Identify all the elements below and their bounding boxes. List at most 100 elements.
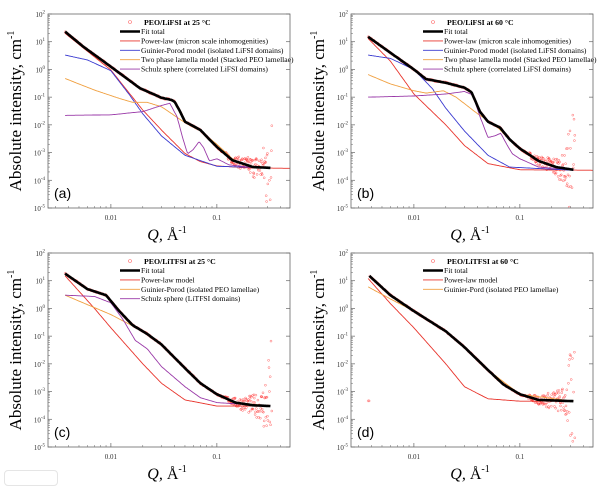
data-point	[560, 173, 563, 177]
data-point	[264, 416, 268, 419]
series-power	[367, 38, 593, 171]
data-point	[565, 388, 569, 392]
y-tick-label: 10-2	[337, 360, 349, 369]
legend-entry-power: Power-law model	[141, 275, 195, 284]
data-point	[247, 411, 250, 414]
data-point	[265, 424, 268, 427]
y-tick-label: 10-4	[337, 416, 349, 425]
y-tick-label: 10-3	[337, 149, 349, 158]
data-point	[538, 156, 541, 159]
y-tick-label: 10-4	[34, 416, 46, 425]
data-point	[241, 405, 244, 408]
y-tick-label: 101	[339, 277, 349, 286]
data-point	[257, 159, 261, 163]
series-lamella	[367, 74, 574, 171]
y-tick-label: 10-1	[337, 333, 349, 342]
y-tick-exponent: -1	[41, 333, 46, 338]
data-point	[544, 402, 547, 406]
data-point	[570, 186, 574, 189]
data-point	[573, 454, 575, 456]
plot-area	[366, 35, 593, 208]
data-point	[565, 147, 568, 150]
data-point	[572, 117, 576, 121]
legend-entry-guinier: Guinier-Porod model (isolated LiFSI doma…	[141, 46, 284, 55]
y-tick-base: 10	[337, 416, 345, 424]
data-point	[569, 434, 572, 437]
x-axis-label-text: Q, Å	[147, 466, 179, 483]
panel-label: (c)	[54, 424, 70, 440]
legend-title: PEO/LiFSI at 60 °C	[447, 18, 514, 27]
data-point	[553, 405, 556, 408]
y-tick-exponent: -2	[344, 360, 349, 365]
series-lamella	[367, 286, 574, 402]
data-point	[264, 156, 267, 160]
data-point	[249, 162, 253, 165]
y-tick-base: 10	[34, 444, 42, 452]
data-point	[233, 396, 237, 400]
data-point	[255, 173, 259, 176]
y-tick-base: 10	[337, 361, 345, 369]
data-point	[555, 157, 559, 161]
y-tick-exponent: 2	[346, 11, 349, 16]
y-tick-base: 10	[34, 389, 42, 397]
y-tick-base: 10	[34, 150, 42, 158]
data-point	[270, 409, 274, 413]
y-tick-label: 100	[36, 305, 46, 314]
data-point	[547, 405, 550, 408]
data-point	[535, 162, 538, 165]
y-tick-exponent: 2	[43, 11, 46, 16]
data-point	[253, 413, 257, 416]
y-tick-exponent: 0	[346, 66, 349, 71]
y-tick-exponent: 1	[346, 277, 349, 282]
data-point	[257, 168, 260, 172]
x-axis-label-exp: -1	[481, 225, 490, 236]
y-tick-exponent: -5	[41, 205, 46, 210]
legend-entry-fit: Fit total	[444, 27, 468, 36]
data-point	[564, 162, 567, 165]
data-point	[258, 169, 262, 172]
data-point	[561, 387, 564, 391]
legend-title: PEO/LiTFSI at 25 °C	[144, 257, 216, 266]
plot-area	[366, 274, 577, 456]
data-points	[366, 274, 577, 456]
data-point	[567, 364, 571, 367]
y-tick-label: 10-5	[34, 444, 46, 453]
y-tick-label: 10-3	[34, 149, 46, 158]
data-point	[569, 378, 573, 381]
legend-data-marker	[431, 20, 435, 24]
data-point	[558, 395, 561, 398]
y-tick-label: 10-4	[34, 177, 46, 186]
data-point	[571, 357, 574, 360]
y-axis-label: Absolute intensity, cm-1	[6, 31, 25, 192]
y-tick-base: 10	[34, 361, 42, 369]
data-point	[560, 389, 564, 392]
data-point	[568, 174, 571, 178]
data-point	[248, 394, 251, 398]
data-point	[567, 382, 570, 385]
legend-entry-fit: Fit total	[141, 266, 165, 275]
data-point	[559, 178, 563, 182]
data-point	[254, 163, 257, 166]
y-axis-label-text: Absolute intensity, cm	[309, 278, 328, 430]
x-axis-label-text: Q, Å	[147, 227, 179, 244]
data-point	[248, 397, 252, 400]
legend-entry-schulz: Schulz sphere (correlated LiFSI domains)	[444, 65, 571, 74]
y-tick-label: 100	[36, 66, 46, 75]
data-point	[260, 158, 263, 162]
data-point	[563, 409, 567, 412]
x-tick-label: 0.01	[105, 453, 118, 461]
data-point	[252, 401, 255, 404]
data-point	[253, 401, 256, 404]
data-point	[269, 221, 271, 223]
data-point	[243, 408, 247, 411]
data-point	[368, 399, 371, 403]
y-tick-exponent: -1	[344, 94, 349, 99]
y-tick-label: 102	[339, 11, 349, 20]
y-tick-label: 101	[339, 38, 349, 47]
y-tick-label: 10-2	[34, 121, 46, 130]
data-point	[566, 147, 569, 150]
series-schulz	[65, 102, 271, 169]
data-point	[240, 407, 243, 411]
